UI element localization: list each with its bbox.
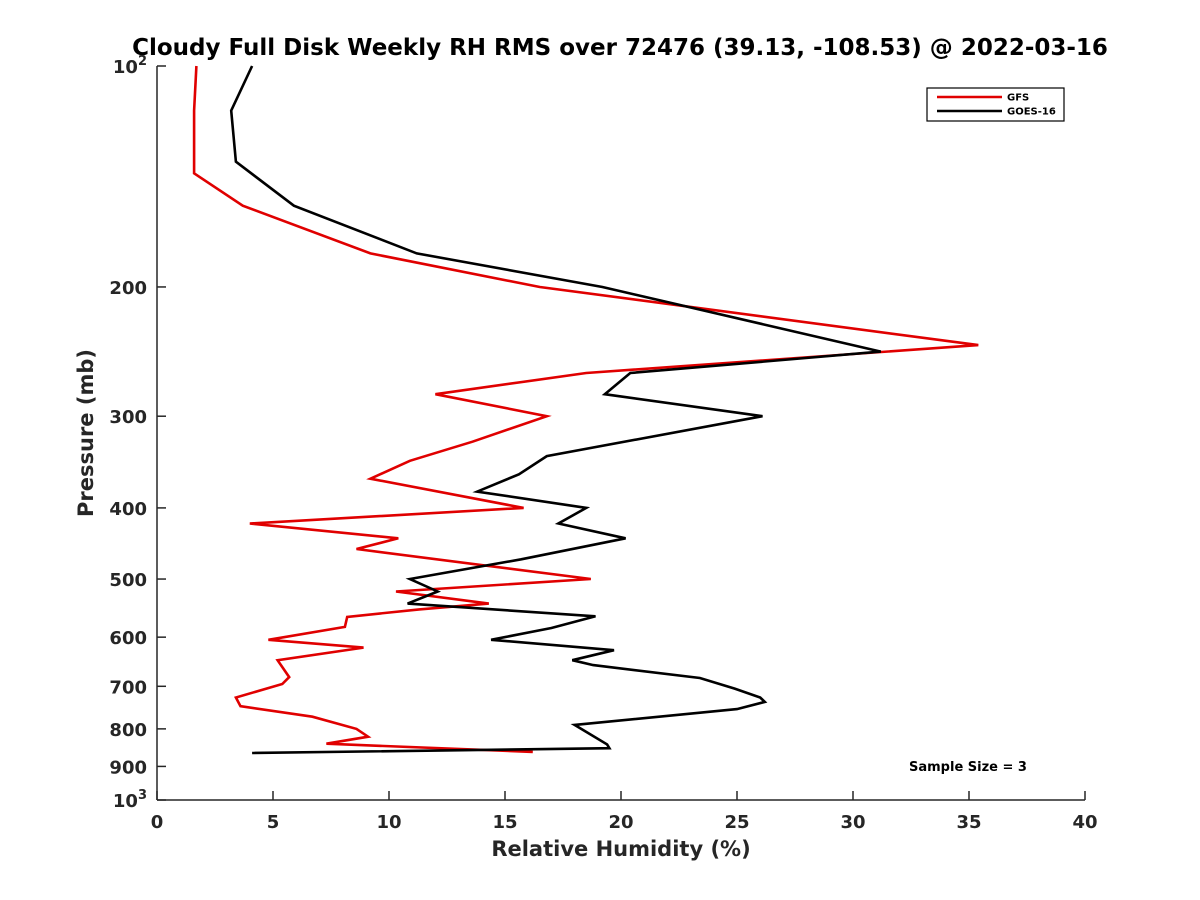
chart-title: Cloudy Full Disk Weekly RH RMS over 7247… [132,35,1108,61]
y-tick-label-exponent: 3 [138,788,147,803]
x-tick-label: 15 [492,812,517,833]
axes-box [156,66,1085,801]
legend-label: GFS [1007,93,1029,104]
series-layer [192,65,979,755]
y-tick-label: 800 [109,720,147,741]
sample-size-annotation: Sample Size = 3 [909,760,1027,775]
x-axis-label: Relative Humidity (%) [491,837,750,861]
y-tick-label: 600 [109,628,147,649]
x-tick-label: 10 [376,812,401,833]
y-tick-label: 700 [109,677,147,698]
x-tick-label: 5 [267,812,280,833]
y-tick-label: 900 [109,757,147,778]
series-line-gfs [192,65,979,754]
y-tick-label-exponent: 2 [138,54,147,69]
y-tick-label: 500 [109,570,147,591]
y-tick-label: 200 [109,278,147,299]
x-tick-label: 0 [151,812,164,833]
y-axis-label: Pressure (mb) [74,349,98,517]
series-line-goes-16 [229,65,882,755]
y-tick-label: 103 [113,788,147,812]
x-tick-label: 30 [840,812,865,833]
x-ticks: 0 5 10 15 20 25 30 35 40 [151,791,1098,833]
legend: GFS GOES-16 [926,87,1065,122]
legend-box [926,87,1065,122]
x-tick-label: 25 [724,812,749,833]
y-tick-label: 400 [109,499,147,520]
legend-label: GOES-16 [1007,107,1056,118]
x-tick-label: 40 [1072,812,1097,833]
y-tick-label: 102 [113,54,147,78]
x-tick-label: 35 [956,812,981,833]
x-tick-label: 20 [608,812,633,833]
y-tick-label-base: 10 [113,791,138,812]
y-tick-label: 300 [109,407,147,428]
y-tick-label-base: 10 [113,57,138,78]
